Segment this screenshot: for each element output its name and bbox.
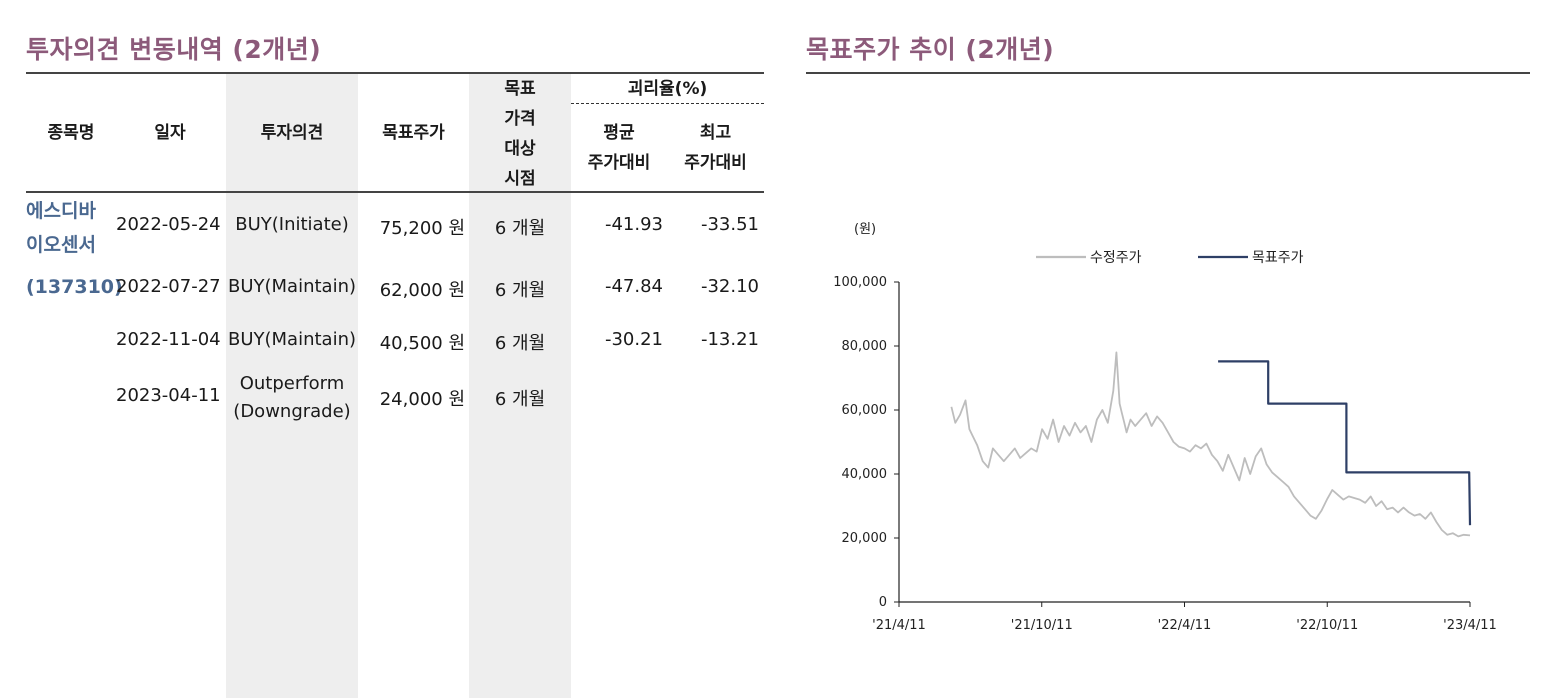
y-tick-label: 40,000 (842, 467, 888, 482)
header-date: 일자 (154, 123, 186, 143)
row-date: 2022-11-04 (116, 329, 221, 350)
x-tick-label: '21/10/11 (1011, 618, 1073, 633)
adjusted-price-line (950, 351, 1471, 538)
header-target-period: 목표 가격 대상 시점 (504, 79, 536, 189)
row-avg-gap: -30.21 (604, 329, 663, 350)
period-column-shade (469, 74, 571, 698)
header-bottom-rule (26, 191, 764, 193)
row-target: 75,200 원 (379, 218, 465, 239)
row-date: 2022-07-27 (116, 276, 221, 297)
y-tick-label: 20,000 (842, 531, 888, 546)
target-price-line (1218, 360, 1472, 526)
row-date: 2022-05-24 (116, 214, 221, 235)
legend-adjusted-label: 수정주가 (1090, 250, 1142, 266)
y-tick-label: 100,000 (833, 275, 887, 290)
stock-code: (137310) (26, 276, 123, 298)
row-date: 2023-04-11 (116, 385, 221, 406)
row-max-gap: -33.51 (700, 214, 759, 235)
target-price-chart: 0 20,000 40,000 60,000 80,000 100,000 (원) '21/4… (833, 222, 1497, 633)
y-axis-label: (원) (854, 222, 876, 237)
x-tick-label: '23/4/11 (1443, 618, 1497, 633)
row-opinion: BUY(Initiate) (235, 214, 349, 235)
chart-title-rule (806, 72, 1530, 74)
x-tick-label: '22/4/11 (1158, 618, 1212, 633)
stock-name: 에스디바 이오센서 (26, 200, 96, 256)
row-period: 6 개월 (494, 333, 546, 354)
row-opinion: BUY(Maintain) (227, 276, 357, 297)
gap-group-divider (571, 103, 764, 104)
header-gap-group: 괴리율(%) (627, 79, 708, 99)
x-tick-label: '21/4/11 (872, 618, 926, 633)
chart-title: 목표주가 추이 (2개년) (806, 35, 1055, 64)
row-avg-gap: -47.84 (604, 276, 663, 297)
row-period: 6 개월 (494, 280, 546, 301)
row-period: 6 개월 (494, 389, 546, 410)
row-max-gap: -32.10 (700, 276, 759, 297)
row-avg-gap: -41.93 (604, 214, 663, 235)
opinion-column-shade (226, 74, 358, 698)
x-tick-label: '22/10/11 (1296, 618, 1358, 633)
title-rule (26, 72, 764, 74)
y-tick-label: 0 (879, 595, 887, 610)
row-opinion: BUY(Maintain) (227, 329, 357, 350)
row-target: 62,000 원 (379, 280, 465, 301)
row-period: 6 개월 (494, 218, 546, 239)
y-tick-label: 60,000 (842, 403, 888, 418)
legend-target-label: 목표주가 (1252, 250, 1304, 266)
row-target: 40,500 원 (379, 333, 465, 354)
row-target: 24,000 원 (379, 389, 465, 410)
header-opinion: 투자의견 (260, 123, 324, 143)
header-target: 목표주가 (382, 123, 445, 143)
y-tick-label: 80,000 (842, 339, 888, 354)
row-max-gap: -13.21 (700, 329, 759, 350)
header-stock: 종목명 (47, 123, 95, 143)
header-avg-gap: 평균 주가대비 (587, 123, 651, 173)
opinion-history-title: 투자의견 변동내역 (2개년) (26, 35, 322, 64)
row-opinion: Outperform (Downgrade) (233, 373, 351, 422)
opinion-history-panel: 투자의견 변동내역 (2개년) 종목명 일자 투자의견 목표주가 목표 가격 대… (26, 35, 764, 698)
header-max-gap: 최고 주가대비 (684, 123, 747, 173)
